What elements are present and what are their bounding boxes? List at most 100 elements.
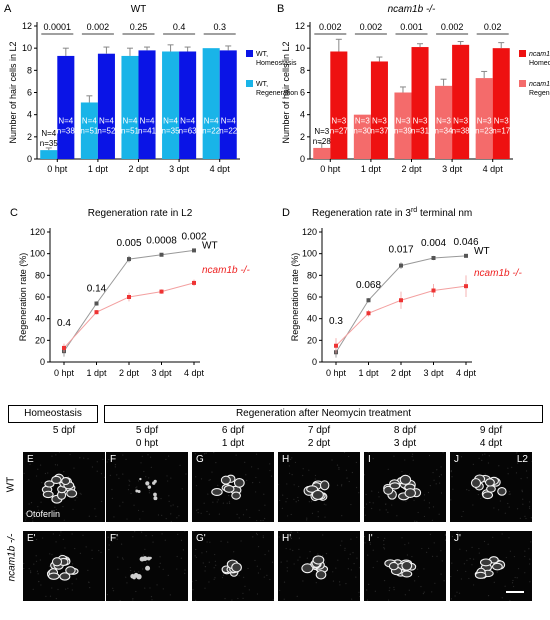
bar — [370, 61, 388, 159]
background-speckle — [293, 498, 295, 500]
background-speckle — [387, 511, 389, 514]
background-speckle — [469, 558, 471, 560]
background-speckle — [195, 556, 197, 558]
background-speckle — [49, 595, 52, 597]
background-speckle — [345, 583, 347, 585]
background-speckle — [246, 479, 248, 482]
background-speckle — [170, 521, 172, 522]
background-speckle — [487, 595, 490, 597]
background-speckle — [291, 457, 293, 459]
background-speckle — [521, 490, 523, 493]
background-speckle — [471, 564, 473, 566]
background-speckle — [23, 567, 25, 570]
background-speckle — [341, 515, 343, 517]
hair-cell — [399, 474, 412, 485]
background-speckle — [255, 491, 257, 493]
column-age: 5 dpf — [135, 425, 159, 436]
background-speckle — [520, 478, 522, 480]
background-speckle — [257, 546, 260, 548]
row-label-ncam1b: ncam1b -/- — [6, 533, 18, 582]
background-speckle — [298, 548, 300, 551]
bar — [313, 147, 331, 159]
background-speckle — [203, 453, 206, 455]
hair-cell — [66, 489, 78, 498]
background-speckle — [466, 489, 468, 491]
background-speckle — [286, 483, 288, 485]
hair-cell — [312, 555, 325, 565]
background-speckle — [279, 499, 281, 502]
background-speckle — [57, 588, 59, 591]
background-speckle — [471, 546, 473, 549]
background-speckle — [393, 455, 395, 457]
n-animals-label: N=4 — [204, 117, 219, 126]
background-speckle — [256, 593, 259, 595]
background-speckle — [127, 488, 130, 491]
background-speckle — [231, 599, 233, 601]
background-speckle — [63, 471, 65, 473]
bar — [411, 47, 429, 159]
background-speckle — [184, 572, 186, 574]
background-speckle — [139, 518, 141, 520]
background-speckle — [457, 532, 459, 534]
background-speckle — [332, 571, 334, 573]
background-speckle — [41, 482, 43, 484]
background-speckle — [371, 507, 373, 510]
background-speckle — [440, 474, 442, 476]
background-speckle — [100, 551, 102, 553]
background-speckle — [100, 473, 103, 475]
bar — [452, 44, 470, 159]
background-speckle — [207, 493, 209, 495]
background-speckle — [293, 563, 295, 565]
micrograph-panel-label: J' — [454, 533, 461, 544]
x-tick-label: 4 dpt — [210, 164, 231, 174]
background-speckle — [526, 477, 528, 479]
column-time: 0 hpt — [135, 438, 159, 449]
background-speckle — [257, 468, 259, 470]
x-tick-label: 3 dpt — [442, 164, 463, 174]
panel-letter: D — [282, 207, 290, 219]
background-speckle — [477, 493, 479, 496]
background-speckle — [456, 569, 459, 572]
background-speckle — [351, 598, 353, 600]
hair-cell — [383, 485, 394, 495]
background-speckle — [482, 454, 484, 456]
background-speckle — [176, 517, 178, 519]
background-speckle — [293, 484, 295, 486]
background-speckle — [215, 462, 217, 464]
background-speckle — [443, 580, 445, 582]
background-speckle — [504, 585, 506, 587]
background-speckle — [456, 591, 458, 593]
p-value: 0.25 — [130, 22, 148, 32]
legend-label: ncam1b -/-, — [529, 81, 550, 88]
background-speckle — [512, 585, 515, 588]
background-speckle — [28, 503, 30, 505]
background-speckle — [457, 538, 459, 540]
background-speckle — [166, 475, 168, 477]
background-speckle — [217, 484, 219, 486]
background-speckle — [32, 588, 34, 590]
background-speckle — [371, 490, 373, 492]
background-speckle — [192, 589, 194, 591]
micrograph-image — [23, 531, 102, 600]
background-speckle — [529, 507, 531, 510]
background-speckle — [501, 533, 503, 535]
background-speckle — [244, 461, 246, 463]
background-speckle — [200, 478, 203, 480]
background-speckle — [431, 555, 434, 557]
y-axis-label: Number of hair cells in L2 — [281, 41, 291, 143]
x-tick-label: 0 hpt — [326, 368, 347, 378]
background-speckle — [297, 496, 299, 499]
column-header: 7 dpf 2 dpt — [289, 424, 349, 450]
figure-charts: A WT 0 2 4 6 8 10 12 Number of hair cells in L2 0 … — [4, 3, 550, 378]
background-speckle — [193, 531, 195, 533]
background-speckle — [264, 504, 266, 506]
background-speckle — [262, 519, 264, 522]
background-speckle — [242, 592, 244, 594]
background-speckle — [67, 476, 69, 478]
background-speckle — [242, 514, 245, 516]
background-speckle — [383, 540, 385, 542]
background-speckle — [54, 506, 56, 508]
background-speckle — [112, 590, 115, 592]
background-speckle — [111, 497, 113, 499]
background-speckle — [228, 502, 231, 505]
